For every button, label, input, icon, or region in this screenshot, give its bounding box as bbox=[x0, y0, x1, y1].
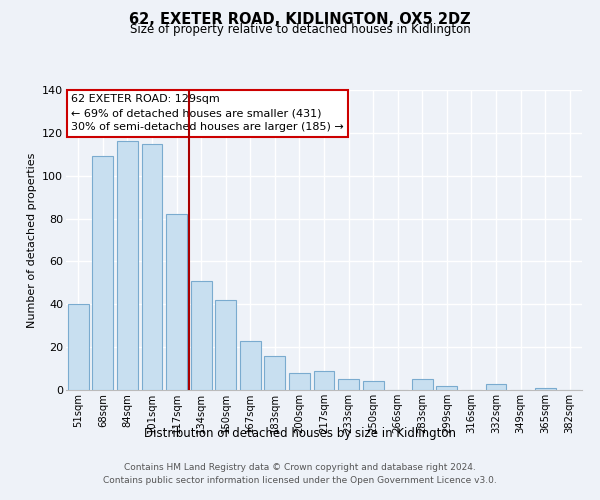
Text: Contains public sector information licensed under the Open Government Licence v3: Contains public sector information licen… bbox=[103, 476, 497, 485]
Text: Contains HM Land Registry data © Crown copyright and database right 2024.: Contains HM Land Registry data © Crown c… bbox=[124, 464, 476, 472]
Bar bbox=[436, 386, 457, 390]
Bar bbox=[485, 384, 506, 390]
Bar bbox=[166, 214, 187, 390]
Y-axis label: Number of detached properties: Number of detached properties bbox=[26, 152, 37, 328]
Text: 62 EXETER ROAD: 129sqm
← 69% of detached houses are smaller (431)
30% of semi-de: 62 EXETER ROAD: 129sqm ← 69% of detached… bbox=[71, 94, 344, 132]
Bar bbox=[314, 370, 334, 390]
Bar bbox=[117, 142, 138, 390]
Bar bbox=[240, 340, 261, 390]
Text: Size of property relative to detached houses in Kidlington: Size of property relative to detached ho… bbox=[130, 22, 470, 36]
Bar bbox=[289, 373, 310, 390]
Bar bbox=[535, 388, 556, 390]
Bar bbox=[362, 382, 383, 390]
Bar bbox=[92, 156, 113, 390]
Text: 62, EXETER ROAD, KIDLINGTON, OX5 2DZ: 62, EXETER ROAD, KIDLINGTON, OX5 2DZ bbox=[129, 12, 471, 28]
Bar bbox=[412, 380, 433, 390]
Bar bbox=[338, 380, 359, 390]
Bar bbox=[68, 304, 89, 390]
Bar bbox=[142, 144, 163, 390]
Bar bbox=[191, 280, 212, 390]
Bar bbox=[215, 300, 236, 390]
Text: Distribution of detached houses by size in Kidlington: Distribution of detached houses by size … bbox=[144, 428, 456, 440]
Bar bbox=[265, 356, 286, 390]
